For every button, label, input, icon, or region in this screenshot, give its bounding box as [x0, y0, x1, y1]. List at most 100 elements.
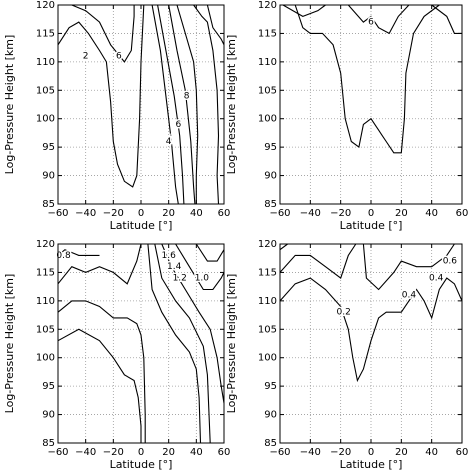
- y-tick-label: 95: [42, 381, 55, 392]
- contour-line: [294, 4, 440, 154]
- x-tick-label: 60: [218, 208, 231, 219]
- x-tick-label: 40: [425, 208, 438, 219]
- x-tick-label: 20: [395, 208, 408, 219]
- x-tick-label: 60: [218, 447, 231, 458]
- x-tick-label: −40: [75, 208, 96, 219]
- contour-line: [175, 243, 225, 291]
- contour-label: 8: [184, 91, 190, 101]
- y-tick-label: 85: [264, 438, 277, 449]
- y-tick-label: 95: [264, 381, 277, 392]
- y-tick-label: 90: [42, 171, 55, 182]
- y-tick-label: 120: [36, 0, 55, 11]
- panel: −60 −40 −20 0 20 40 60 85 90 95 100 105 110 115 120 6 La…: [225, 0, 468, 232]
- y-tick-label: 110: [36, 57, 55, 68]
- y-tick-label: 105: [36, 85, 55, 96]
- plot-frame: [57, 243, 225, 444]
- x-tick-label: 0: [368, 208, 374, 219]
- contour-line: [57, 243, 142, 285]
- plot-frame: [279, 243, 463, 444]
- x-tick-label: −60: [47, 208, 68, 219]
- contour-label: 4: [166, 137, 172, 147]
- contour-line: [154, 243, 211, 444]
- y-tick-label: 115: [36, 28, 55, 39]
- contour-line: [279, 243, 357, 279]
- x-tick-label: 60: [456, 447, 469, 458]
- x-tick-label: −40: [300, 208, 321, 219]
- x-tick-label: −20: [330, 208, 351, 219]
- x-tick-label: −40: [75, 447, 96, 458]
- contour-line: [71, 4, 135, 63]
- contour-line: [193, 4, 220, 205]
- contour-line: [147, 243, 202, 444]
- contour-line: [206, 4, 225, 46]
- contour-line: [57, 4, 145, 188]
- x-tick-label: 40: [190, 447, 203, 458]
- contour-label: 1.2: [173, 274, 187, 284]
- x-tick-label: 0: [368, 447, 374, 458]
- y-tick-label: 100: [36, 114, 55, 125]
- x-axis-label: Latitude [°]: [340, 458, 403, 471]
- contour-label: 0.8: [56, 251, 71, 261]
- y-tick-label: 110: [258, 57, 277, 68]
- contour-line: [57, 328, 142, 443]
- y-tick-label: 90: [42, 410, 55, 421]
- x-tick-label: 20: [162, 447, 175, 458]
- x-axis-label: Latitude [°]: [110, 219, 173, 232]
- panel: −60 −40 −20 0 20 40 60 85 90 95 100 105 110 115 1200.8…: [3, 239, 230, 471]
- y-axis-label: Log-Pressure Height [km]: [3, 35, 16, 175]
- x-tick-label: 60: [456, 208, 469, 219]
- y-tick-label: 105: [258, 324, 277, 335]
- contour-label: 6: [368, 18, 374, 28]
- panel: −60 −40 −20 0 20 40 60 85 90 95 100 105 110 115 120 2 6 8…: [3, 0, 230, 232]
- y-tick-label: 85: [264, 199, 277, 210]
- x-tick-label: 20: [162, 208, 175, 219]
- contour-label: 1.4: [167, 262, 182, 272]
- contour-line: [431, 4, 462, 34]
- contour-label: 1.0: [195, 274, 210, 284]
- y-tick-label: 115: [258, 28, 277, 39]
- x-axis-label: Latitude [°]: [340, 219, 403, 232]
- y-tick-label: 95: [42, 142, 55, 153]
- y-tick-label: 105: [36, 324, 55, 335]
- x-tick-label: −20: [103, 447, 124, 458]
- y-tick-label: 120: [258, 0, 277, 11]
- x-tick-label: −20: [103, 208, 124, 219]
- y-tick-label: 100: [258, 114, 277, 125]
- contour-line: [57, 300, 146, 443]
- contour-label: 0.6: [443, 257, 458, 267]
- contour-line: [195, 243, 225, 262]
- contour-line: [282, 4, 326, 18]
- contour-line: [57, 249, 100, 256]
- contour-label: 0.4: [429, 274, 444, 284]
- x-tick-label: −60: [47, 447, 68, 458]
- y-tick-label: 115: [258, 267, 277, 278]
- y-tick-label: 90: [264, 171, 277, 182]
- contour-line: [161, 243, 225, 404]
- y-tick-label: 110: [258, 296, 277, 307]
- x-tick-label: 40: [425, 447, 438, 458]
- y-tick-label: 120: [258, 239, 277, 250]
- x-tick-label: −20: [330, 447, 351, 458]
- contour-label: 6: [175, 120, 181, 130]
- contour-line: [347, 4, 410, 35]
- contour-line: [151, 4, 179, 205]
- contour-line: [157, 4, 185, 205]
- x-tick-label: −60: [269, 447, 290, 458]
- x-tick-label: 0: [138, 208, 144, 219]
- y-axis-label: Log-Pressure Height [km]: [225, 35, 238, 175]
- y-tick-label: 85: [42, 438, 55, 449]
- y-axis-label: Log-Pressure Height [km]: [225, 274, 238, 414]
- x-tick-label: 0: [138, 447, 144, 458]
- x-tick-label: 20: [395, 447, 408, 458]
- contour-line: [176, 4, 199, 204]
- contour-label: 0.2: [337, 308, 351, 318]
- plot-frame: [57, 4, 225, 205]
- x-tick-label: 40: [190, 208, 203, 219]
- y-axis-label: Log-Pressure Height [km]: [3, 274, 16, 414]
- contour-label: 2: [83, 52, 89, 62]
- y-tick-label: 110: [36, 296, 55, 307]
- contour-label: 1.6: [162, 251, 177, 261]
- contour-label: 6: [116, 52, 122, 62]
- y-tick-label: 115: [36, 267, 55, 278]
